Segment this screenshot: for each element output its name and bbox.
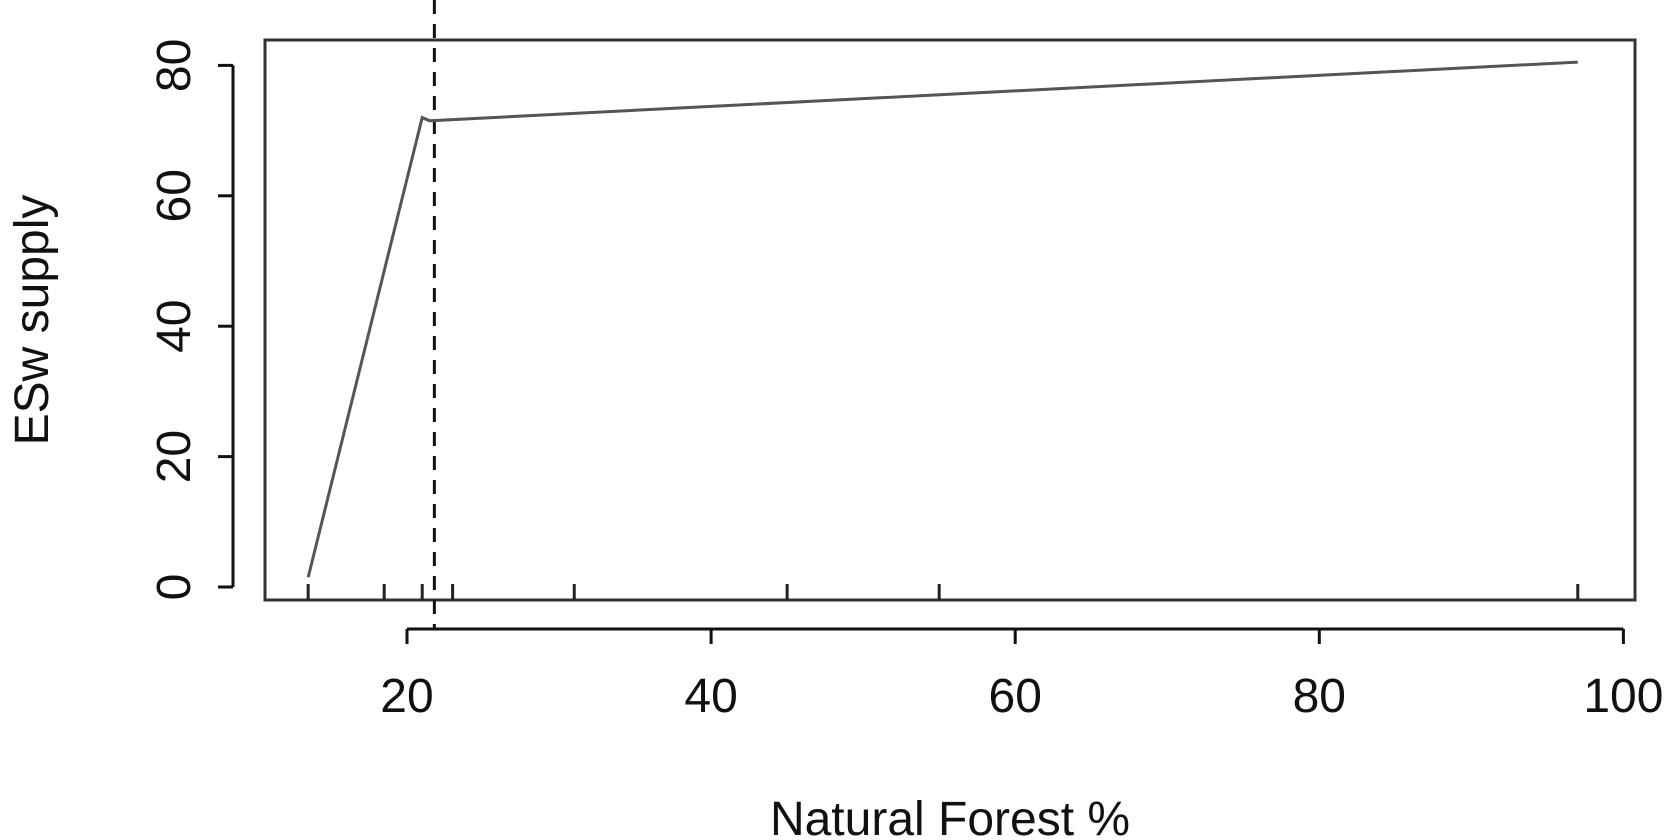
y-tick-label: 0 (148, 574, 201, 601)
x-tick-label: 20 (380, 670, 433, 723)
y-axis-title: ESw supply (6, 195, 59, 446)
rug-marks (306, 584, 1580, 600)
y-tick-label: 80 (148, 39, 201, 92)
x-tick-label: 100 (1583, 670, 1663, 723)
y-axis: 0 20 40 60 80 (148, 39, 235, 601)
y-tick-label: 20 (148, 430, 201, 483)
x-axis-title: Natural Forest % (770, 793, 1130, 840)
y-tick-label: 40 (148, 300, 201, 353)
series-line (306, 60, 1578, 578)
x-axis: 20 40 60 80 100 (380, 627, 1663, 723)
x-tick-label: 40 (684, 670, 737, 723)
plot-frame (263, 38, 1637, 602)
y-tick-label: 60 (148, 169, 201, 222)
x-tick-label: 80 (1293, 670, 1346, 723)
x-tick-label: 60 (989, 670, 1042, 723)
